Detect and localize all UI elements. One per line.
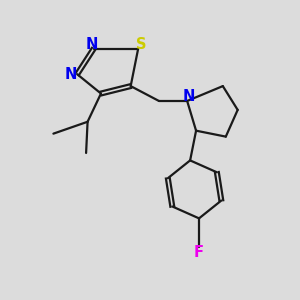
Text: N: N [86,37,98,52]
Text: N: N [65,67,77,82]
Text: N: N [182,89,195,104]
Text: S: S [136,37,146,52]
Text: F: F [194,245,204,260]
